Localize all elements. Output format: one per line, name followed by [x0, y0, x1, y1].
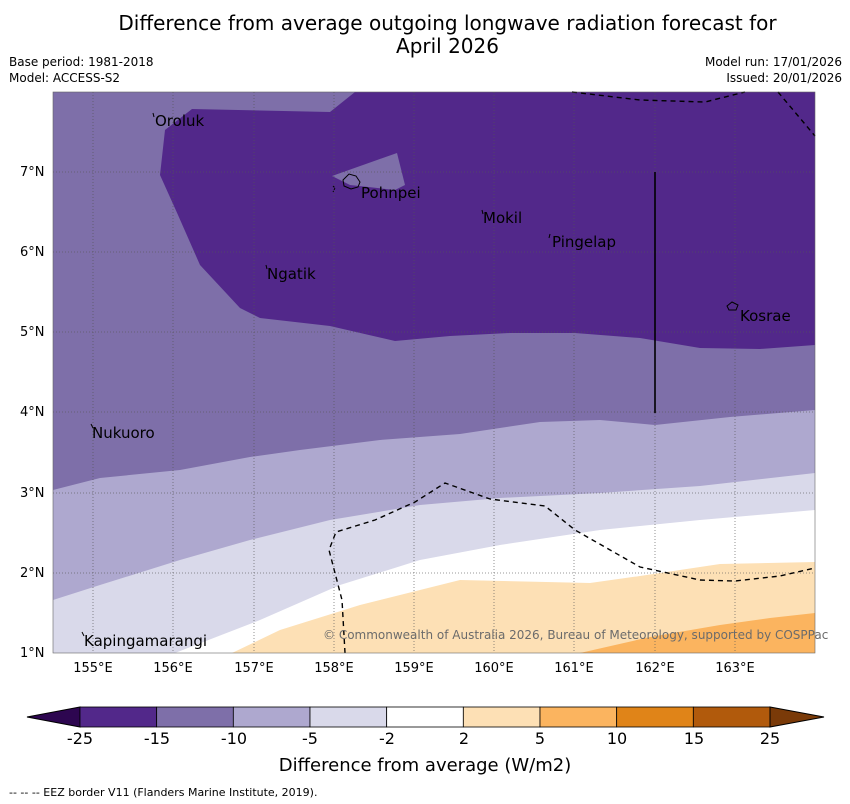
- kosrae-island: [726, 301, 739, 311]
- eez-footnote: -- -- -- EEZ border V11 (Flanders Marine…: [9, 786, 318, 799]
- y-tick-2n: 2°N: [20, 566, 45, 581]
- colorbar-tick-label: -25: [66, 729, 94, 748]
- title-line-1: Difference from average outgoing longwav…: [118, 11, 777, 35]
- forecast-map: [52, 91, 816, 654]
- pohnpei-island: [342, 173, 361, 190]
- y-tick-4n: 4°N: [20, 405, 45, 420]
- meta-right: Model run: 17/01/2026 Issued: 20/01/2026: [705, 54, 842, 86]
- band-plus2: [232, 562, 815, 653]
- place-kosrae: Kosrae: [740, 307, 791, 325]
- colorbar-segment: [539, 706, 618, 728]
- colorbar-tick-label: -10: [220, 729, 248, 748]
- base-period: Base period: 1981-2018: [9, 55, 154, 69]
- band-minus25: [160, 92, 815, 349]
- colorbar-segment: [386, 706, 464, 728]
- island-outlines: [332, 173, 739, 311]
- meta-left: Base period: 1981-2018 Model: ACCESS-S2: [9, 54, 154, 86]
- copyright-notice: © Commonwealth of Australia 2026, Bureau…: [323, 628, 829, 642]
- x-tick-163e: 163°E: [715, 661, 755, 676]
- colorbar-over-arrow: [769, 706, 825, 728]
- atoll-markers: [81, 112, 551, 637]
- y-tick-7n: 7°N: [20, 165, 45, 180]
- model-run: Model run: 17/01/2026: [704, 55, 842, 69]
- colorbar-tick-label: 2: [458, 729, 470, 748]
- place-oroluk: Oroluk: [155, 112, 205, 130]
- x-tick-160e: 160°E: [474, 661, 514, 676]
- colorbar-tick-label: 5: [534, 729, 546, 748]
- colorbar-tick-label: -15: [143, 729, 171, 748]
- colorbar-title: Difference from average (W/m2): [278, 755, 572, 776]
- colorbar-under-arrow: [26, 706, 81, 728]
- band-plus5: [580, 613, 815, 653]
- x-tick-157e: 157°E: [234, 661, 274, 676]
- model-name: Model: ACCESS-S2: [9, 71, 121, 85]
- x-tick-161e: 161°E: [554, 661, 594, 676]
- title-line-2: April 2026: [396, 34, 499, 58]
- colorbar-segment: [156, 706, 234, 728]
- place-ngatik: Ngatik: [267, 265, 316, 283]
- colorbar-tick-label: 25: [759, 729, 781, 748]
- colorbar-tick-label: 15: [683, 729, 705, 748]
- y-tick-6n: 6°N: [20, 245, 45, 260]
- map-frame: [52, 91, 816, 654]
- y-tick-3n: 3°N: [20, 486, 45, 501]
- colorbar: [26, 706, 825, 728]
- colorbar-segment: [616, 706, 694, 728]
- y-tick-1n: 1°N: [20, 646, 45, 661]
- place-pohnpei: Pohnpei: [361, 184, 421, 202]
- colorbar-segment: [309, 706, 388, 728]
- x-tick-156e: 156°E: [153, 661, 193, 676]
- x-tick-162e: 162°E: [635, 661, 675, 676]
- place-mokil: Mokil: [483, 209, 523, 227]
- colorbar-tick-label: -5: [302, 729, 318, 748]
- pohnpei-fragment: [332, 185, 336, 193]
- x-tick-155e: 155°E: [73, 661, 113, 676]
- colorbar-segment: [692, 706, 771, 728]
- chart-title: Difference from average outgoing longwav…: [0, 12, 850, 58]
- colorbar-tick-label: -2: [379, 729, 395, 748]
- issued-date: Issued: 20/01/2026: [726, 71, 842, 85]
- colorbar-segment: [462, 706, 541, 728]
- place-kapingamarangi: Kapingamarangi: [84, 632, 208, 650]
- place-nukuoro: Nukuoro: [92, 424, 155, 442]
- colorbar-segment: [232, 706, 311, 728]
- colorbar-tick-label: 10: [606, 729, 628, 748]
- eez-borders: [328, 91, 816, 654]
- x-tick-159e: 159°E: [394, 661, 434, 676]
- colorbar-segment: [79, 706, 158, 728]
- place-pingelap: Pingelap: [552, 233, 617, 251]
- x-tick-158e: 158°E: [314, 661, 354, 676]
- minus15-patch-pohnpei: [332, 153, 405, 190]
- y-tick-5n: 5°N: [20, 325, 45, 340]
